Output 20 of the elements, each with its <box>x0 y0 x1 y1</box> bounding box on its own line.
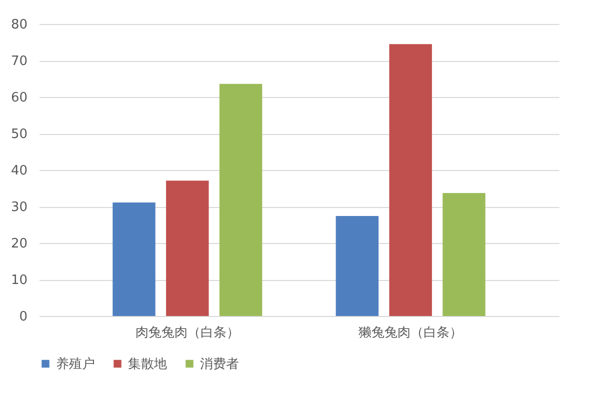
y-tick-label: 70 <box>10 54 28 69</box>
legend-label: 集散地 <box>128 356 167 372</box>
y-tick-label: 0 <box>19 310 28 324</box>
y-tick-label: 50 <box>10 127 28 142</box>
y-tick-label: 40 <box>10 164 28 178</box>
x-tick-label: 肉兔兔肉（白条） <box>135 326 240 340</box>
y-tick-label: 80 <box>10 18 28 32</box>
y-tick-label: 10 <box>10 273 28 288</box>
bar <box>389 44 432 316</box>
bar <box>442 192 486 316</box>
y-tick-label: 60 <box>10 90 28 106</box>
legend-label: 消费者 <box>200 356 239 372</box>
y-tick-label: 30 <box>10 200 28 215</box>
bar <box>336 216 379 316</box>
bar <box>219 84 262 316</box>
y-tick-label: 20 <box>10 236 28 252</box>
legend-label: 养殖户 <box>56 356 95 372</box>
bar <box>166 180 209 316</box>
bar <box>112 202 156 316</box>
x-tick-label: 獭兔兔肉（白条） <box>358 326 463 340</box>
